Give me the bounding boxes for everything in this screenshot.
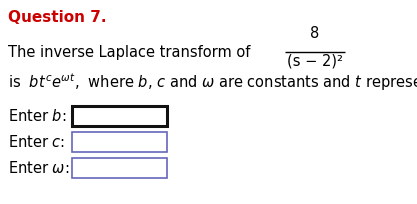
FancyBboxPatch shape (72, 132, 167, 152)
Text: Enter $b$:: Enter $b$: (8, 108, 66, 124)
Text: 8: 8 (310, 26, 319, 41)
Text: is  $bt^ce^{\omega t}$,  where $b$, $c$ and $\omega$ are constants and $t$ repre: is $bt^ce^{\omega t}$, where $b$, $c$ an… (8, 71, 417, 93)
Text: Question 7.: Question 7. (8, 10, 106, 25)
Text: Enter $\omega$:: Enter $\omega$: (8, 160, 69, 176)
FancyBboxPatch shape (72, 158, 167, 178)
Text: (s − 2)²: (s − 2)² (287, 54, 343, 69)
FancyBboxPatch shape (72, 106, 167, 126)
Text: The inverse Laplace transform of: The inverse Laplace transform of (8, 44, 250, 60)
Text: Enter $c$:: Enter $c$: (8, 134, 65, 150)
